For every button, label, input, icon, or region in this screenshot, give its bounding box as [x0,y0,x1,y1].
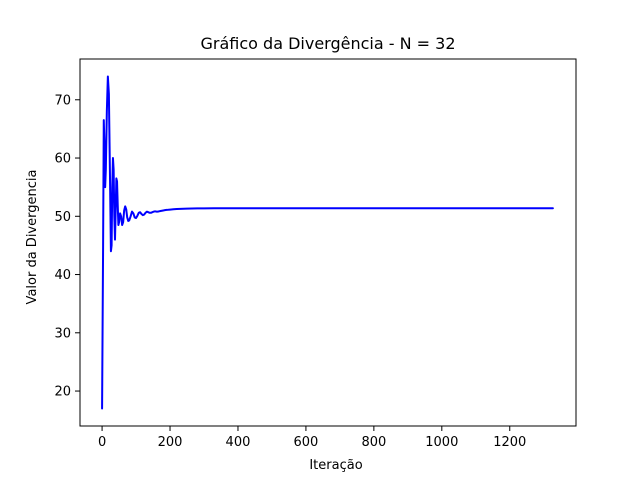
x-tick-label: 1200 [493,435,526,450]
y-tick-label: 50 [54,210,71,225]
y-tick-label: 20 [54,385,71,400]
y-tick-label: 30 [54,326,71,341]
plot-frame [79,58,577,427]
x-tick-label: 1000 [425,435,458,450]
y-tick-label: 70 [54,93,71,108]
y-axis-label: Valor da Divergencia [25,170,40,305]
y-tick-label: 40 [54,268,71,283]
x-tick-label: 800 [361,435,386,450]
x-tick-label: 200 [158,435,183,450]
series-line-0 [101,75,554,410]
chart-title: Gráfico da Divergência - N = 32 [201,34,456,53]
x-axis-label: Iteração [309,458,362,473]
x-tick-label: 400 [226,435,251,450]
x-tick-label: 0 [98,435,106,450]
x-tick-label: 600 [294,435,319,450]
y-tick-label: 60 [54,152,71,167]
